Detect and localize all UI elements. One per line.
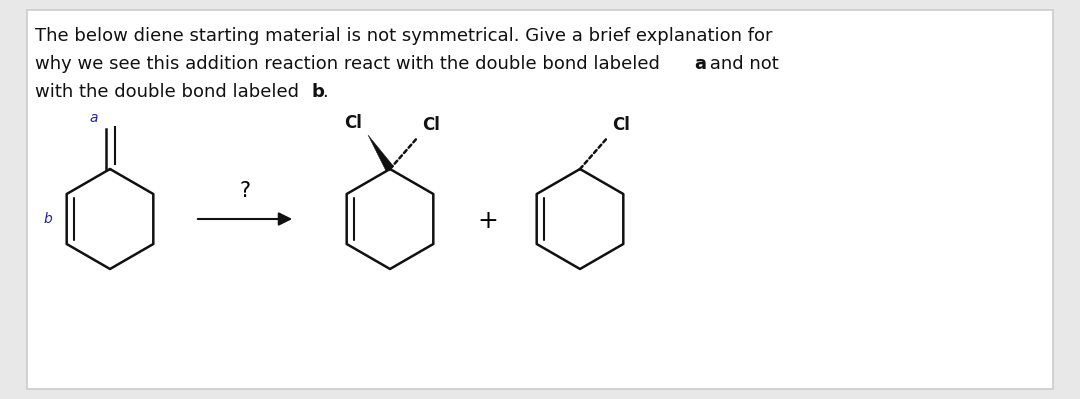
Text: The below diene starting material is not symmetrical. Give a brief explanation f: The below diene starting material is not… — [35, 27, 772, 45]
Text: Cl: Cl — [422, 116, 440, 134]
Text: a: a — [694, 55, 706, 73]
Text: b: b — [44, 212, 53, 226]
Text: why we see this addition reaction react with the double bond labeled: why we see this addition reaction react … — [35, 55, 665, 73]
Polygon shape — [368, 135, 394, 172]
Text: with the double bond labeled: with the double bond labeled — [35, 83, 305, 101]
Text: Cl: Cl — [612, 116, 630, 134]
Text: ?: ? — [240, 181, 251, 201]
Text: +: + — [477, 209, 499, 233]
Text: a: a — [89, 111, 97, 125]
Text: Cl: Cl — [345, 114, 362, 132]
Text: b: b — [312, 83, 325, 101]
Text: and not: and not — [704, 55, 779, 73]
Text: .: . — [323, 83, 328, 101]
